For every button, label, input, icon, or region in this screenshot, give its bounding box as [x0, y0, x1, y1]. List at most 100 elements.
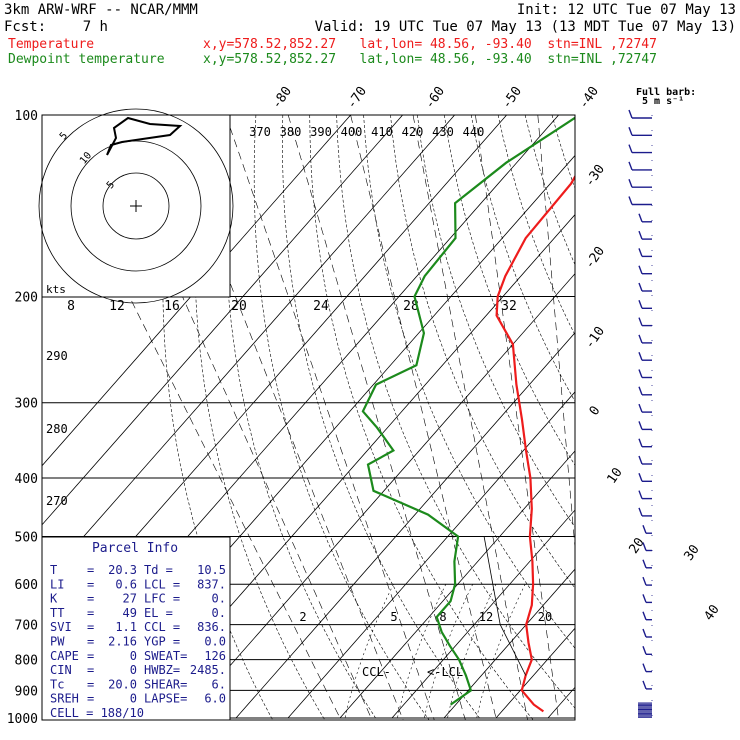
parcel-param-eq: = [87, 677, 94, 691]
parcel-param-name: EL = [144, 606, 173, 620]
isotherm-label: -40 [576, 84, 602, 112]
dry-adiabat-line [253, 115, 430, 720]
wind-barb-feather [642, 524, 647, 534]
pressure-label-900: 900 [15, 684, 38, 699]
wind-barb-feather [638, 248, 643, 257]
wind-barb-feather [638, 213, 643, 223]
parcel-param-value: 20.0 [108, 677, 137, 691]
parcel-param-eq: = [87, 620, 94, 634]
wind-barb-feather [642, 559, 647, 569]
plot-frame [41, 114, 576, 721]
dry-adiabat-line [579, 115, 740, 731]
dewpoint-legend: Dewpoint temperature [8, 52, 165, 67]
theta-label-390: 390 [310, 125, 332, 139]
dry-adiabat-line [606, 115, 740, 731]
parcel-param-eq: = [87, 692, 94, 706]
wind-barb-feather [642, 663, 647, 672]
moist-adiabat-line [475, 115, 560, 720]
parcel-param-eq: = [87, 577, 94, 591]
mixing-ratio-line [423, 584, 473, 720]
parcel-param-value: 1.1 [115, 620, 137, 634]
dry-adiabat-line [194, 115, 326, 720]
wind-barb-feather [642, 680, 647, 690]
wind-barb-feather [638, 230, 643, 240]
moist-adiabat-line [42, 121, 342, 720]
parcel-cell-value: CELL = 188/10 [50, 706, 144, 720]
parcel-param-name: YGP = [144, 635, 180, 649]
theta-label-440: 440 [463, 125, 485, 139]
wind-barb-feather [638, 421, 643, 430]
wind-barb-feather [642, 628, 647, 638]
theta-label-420: 420 [402, 125, 424, 139]
dry-adiabat-line [390, 115, 575, 589]
moist-adiabat-line [100, 115, 373, 720]
isotherm-label: 40 [701, 602, 722, 623]
mixing-ratio-label-20: 20 [538, 610, 552, 624]
parcel-param-value: 0 [130, 692, 137, 706]
theta-label-270: 270 [46, 494, 68, 508]
speed-label-12: 12 [109, 299, 125, 314]
dewpoint-line [361, 116, 575, 706]
pressure-label-1000: 1000 [7, 712, 38, 727]
hodograph-ring-label: 5 [105, 180, 117, 192]
mixing-ratio-label-2: 2 [299, 610, 306, 624]
mixing-ratio-line [344, 584, 394, 720]
wind-barb-feather [638, 490, 643, 499]
isotherm-line [42, 115, 403, 526]
full-barb-label: Full barb: [636, 87, 696, 98]
moist-adiabat-line [287, 115, 466, 720]
lcl-label: <-LCL [427, 665, 463, 679]
parcel-param-eq: = [87, 606, 94, 620]
parcel-param-name: SWEAT= [144, 649, 187, 663]
isotherm-line [183, 273, 575, 719]
wind-barb-feather [642, 594, 647, 603]
dry-adiabat-line [162, 115, 274, 720]
isotherm-line [600, 115, 740, 718]
dry-adiabat-line [551, 115, 575, 190]
dewpoint-station-info: x,y=578.52,852.27 lat,lon= 48.56, -93.40… [203, 52, 657, 67]
hodograph-ring [102, 172, 170, 240]
wind-barb-feather [628, 196, 633, 205]
dry-adiabat-line [687, 115, 740, 731]
parcel-param-name: K [50, 592, 58, 606]
wind-barb-feather [638, 334, 643, 344]
parcel-param-eq: = [87, 592, 94, 606]
moist-adiabat-line [350, 115, 497, 720]
dry-adiabat-line [497, 115, 575, 336]
hodograph-kts-label: kts [46, 283, 66, 296]
parcel-param-name: PW [50, 635, 65, 649]
dry-adiabat-line [417, 115, 575, 528]
dry-adiabat-line [470, 115, 575, 403]
wind-barb-feather [638, 455, 643, 465]
parcel-param-value: 0.0 [204, 635, 226, 649]
wind-barb-feather [638, 473, 643, 482]
parcel-param-name: CCL = [144, 620, 180, 634]
pressure-label-700: 700 [15, 619, 38, 634]
dry-adiabat-line [224, 115, 378, 720]
isotherm-line [287, 391, 575, 719]
parcel-info-title: Parcel Info [92, 541, 178, 556]
parcel-param-value: 0 [130, 649, 137, 663]
parcel-param-value: 6.0 [204, 692, 226, 706]
isotherm-line [42, 115, 351, 467]
parcel-param-value: 2.16 [108, 635, 137, 649]
pressure-label-500: 500 [15, 530, 38, 545]
full-barb-units: 5 m s⁻¹ [642, 96, 684, 107]
parcel-param-value: 0. [212, 592, 226, 606]
hodograph-ring [70, 140, 202, 272]
isotherm-label: -50 [499, 84, 525, 112]
speed-label-16: 16 [164, 299, 180, 314]
isotherm-line [391, 509, 575, 719]
parcel-param-value: 27 [123, 592, 137, 606]
theta-label-290: 290 [46, 349, 68, 363]
pressure-label-400: 400 [15, 472, 38, 487]
wind-barb-feather [628, 161, 633, 171]
parcel-param-name: HWBZ= [144, 663, 180, 677]
speed-label-20: 20 [231, 299, 247, 314]
parcel-param-eq: = [87, 563, 94, 577]
isotherm-line [443, 568, 575, 719]
isotherm-label: -80 [269, 84, 295, 112]
speed-label-28: 28 [403, 299, 419, 314]
